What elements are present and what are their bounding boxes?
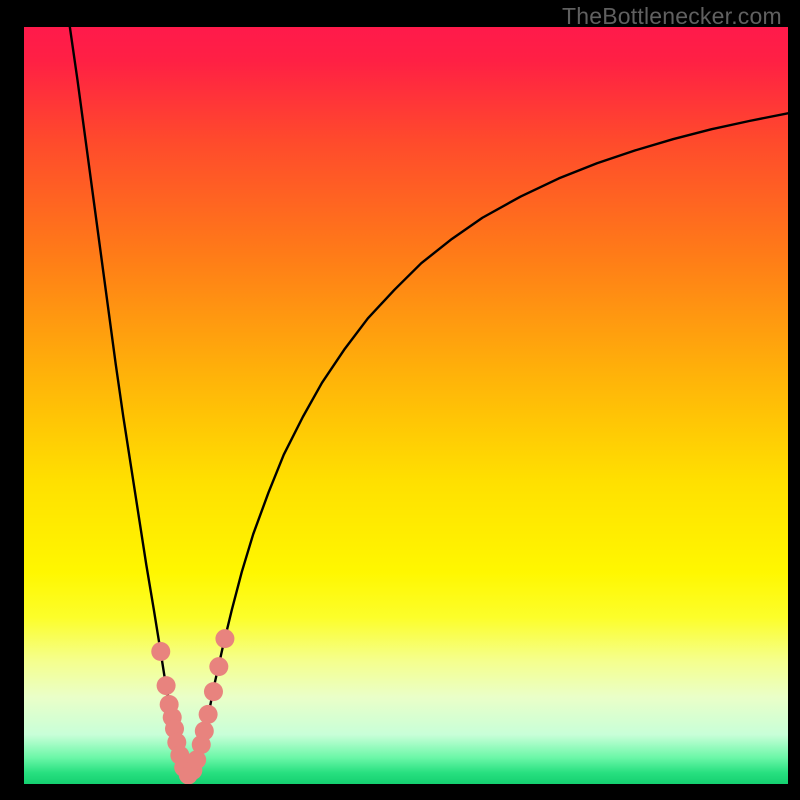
- chart-container: TheBottlenecker.com: [0, 0, 800, 800]
- plot-area: [24, 27, 788, 784]
- data-marker: [215, 629, 234, 648]
- gradient-background: [24, 27, 788, 784]
- data-marker: [157, 676, 176, 695]
- data-marker: [199, 705, 218, 724]
- data-marker: [151, 642, 170, 661]
- data-marker: [209, 657, 228, 676]
- data-marker: [195, 722, 214, 741]
- data-marker: [204, 682, 223, 701]
- chart-svg: [24, 27, 788, 784]
- watermark-text: TheBottlenecker.com: [562, 3, 782, 30]
